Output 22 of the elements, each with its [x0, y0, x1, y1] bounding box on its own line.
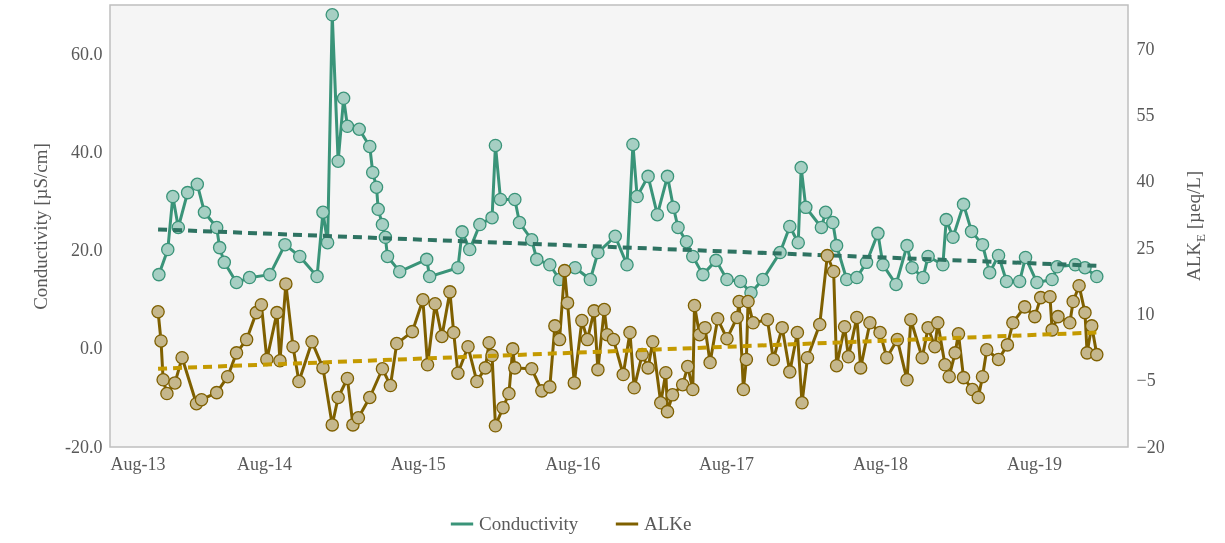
y2-tick-label: 70: [1136, 38, 1155, 59]
y-tick-label: 40.0: [71, 141, 103, 162]
y2-tick-label: 55: [1136, 105, 1155, 125]
x-tick-label: Aug-18: [853, 453, 909, 474]
y2-tick-label: 10: [1136, 303, 1155, 324]
x-tick-label: Aug-13: [110, 453, 166, 474]
y2-tick-label: 25: [1136, 237, 1155, 258]
x-tick-label: Aug-16: [545, 453, 601, 474]
x-tick-label: Aug-17: [699, 453, 755, 474]
y-tick-label: 60.0: [71, 43, 103, 64]
x-tick-label: Aug-19: [1006, 453, 1062, 474]
y2-tick-label: −5: [1136, 370, 1156, 391]
y-axis-title: Conductivity [µS/cm]: [30, 143, 52, 310]
y2-tick-label: 40: [1136, 171, 1155, 192]
y-tick-label: 20.0: [71, 240, 103, 261]
legend-label: Conductivity: [479, 513, 579, 534]
y-tick-label: 0.0: [80, 338, 103, 359]
x-tick-label: Aug-15: [390, 453, 446, 474]
y-tick-label: -20.0: [65, 436, 103, 457]
x-tick-label: Aug-14: [236, 453, 292, 474]
y2-tick-label: −20: [1136, 436, 1165, 457]
legend-label: ALKe: [644, 513, 692, 534]
